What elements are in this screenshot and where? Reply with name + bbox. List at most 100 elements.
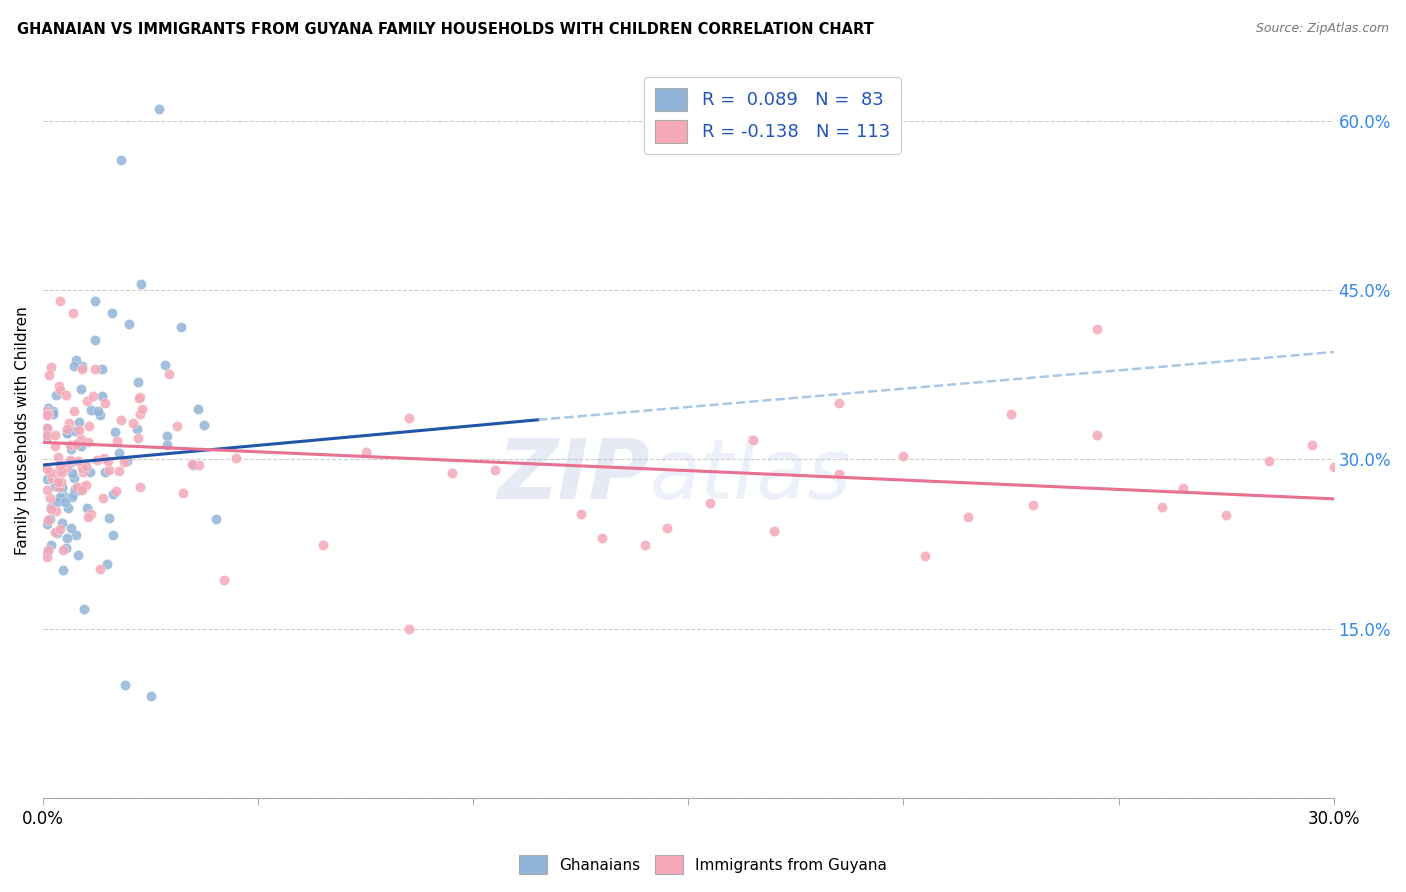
Point xyxy=(72,465,94,479)
Point xyxy=(41,471,63,485)
Point xyxy=(51,465,73,479)
Point xyxy=(39,465,62,479)
Point xyxy=(96,558,118,572)
Point xyxy=(127,431,149,445)
Point xyxy=(37,513,59,527)
Point xyxy=(91,389,114,403)
Point xyxy=(75,459,97,474)
Point xyxy=(699,495,721,509)
Point xyxy=(1085,428,1108,442)
Point xyxy=(39,538,62,552)
Point xyxy=(763,524,786,538)
Point xyxy=(129,390,152,404)
Point xyxy=(49,383,72,397)
Point xyxy=(105,434,128,449)
Point xyxy=(37,408,59,422)
Point xyxy=(44,428,66,442)
Point xyxy=(37,549,59,564)
Point xyxy=(45,525,67,540)
Point xyxy=(77,419,100,434)
Point xyxy=(55,425,77,440)
Point xyxy=(398,410,420,425)
Point xyxy=(181,458,204,472)
Point xyxy=(118,317,141,331)
Point xyxy=(46,450,69,465)
Point xyxy=(60,490,83,504)
Point xyxy=(1323,459,1346,474)
Point xyxy=(569,507,592,521)
Point xyxy=(39,359,62,374)
Point xyxy=(84,333,107,347)
Point xyxy=(44,439,66,453)
Point xyxy=(107,464,129,478)
Point xyxy=(39,491,62,505)
Point xyxy=(66,548,89,562)
Point xyxy=(70,460,93,475)
Y-axis label: Family Households with Children: Family Households with Children xyxy=(15,307,30,556)
Point xyxy=(49,490,72,504)
Point xyxy=(214,573,236,587)
Point xyxy=(114,678,136,692)
Point xyxy=(45,388,67,402)
Point xyxy=(94,396,117,410)
Point xyxy=(79,403,101,417)
Point xyxy=(75,477,97,491)
Point xyxy=(51,480,73,494)
Point xyxy=(37,421,59,435)
Point xyxy=(156,429,179,443)
Point xyxy=(44,479,66,493)
Point xyxy=(83,294,105,309)
Point xyxy=(1000,407,1022,421)
Point xyxy=(37,483,59,498)
Point xyxy=(58,438,80,452)
Point xyxy=(62,305,84,319)
Point xyxy=(127,422,149,436)
Point xyxy=(1215,508,1237,522)
Point xyxy=(37,404,59,418)
Point xyxy=(37,516,59,531)
Point xyxy=(1021,498,1043,512)
Point xyxy=(56,501,79,516)
Point xyxy=(180,457,202,471)
Point xyxy=(65,353,87,368)
Point xyxy=(77,434,100,449)
Point xyxy=(63,471,86,485)
Point xyxy=(37,544,59,558)
Point xyxy=(65,527,87,541)
Point xyxy=(44,524,66,539)
Point xyxy=(129,277,152,291)
Point xyxy=(39,500,62,514)
Point xyxy=(128,392,150,406)
Point xyxy=(139,690,162,704)
Point xyxy=(101,527,124,541)
Point xyxy=(86,453,108,467)
Point xyxy=(104,425,127,440)
Point xyxy=(69,432,91,446)
Point xyxy=(73,602,96,616)
Point xyxy=(914,549,936,563)
Point xyxy=(49,475,72,490)
Point xyxy=(59,452,82,467)
Point xyxy=(83,362,105,376)
Point xyxy=(70,480,93,494)
Point xyxy=(59,521,82,535)
Point xyxy=(37,428,59,442)
Point xyxy=(187,402,209,417)
Point xyxy=(90,361,112,376)
Point xyxy=(48,475,70,489)
Point xyxy=(76,509,98,524)
Point xyxy=(37,543,59,558)
Point xyxy=(117,454,139,468)
Point xyxy=(97,510,120,524)
Point xyxy=(312,538,335,552)
Point xyxy=(188,458,211,472)
Point xyxy=(398,622,420,636)
Point xyxy=(1085,322,1108,336)
Point xyxy=(112,455,135,469)
Point xyxy=(93,491,115,505)
Point xyxy=(225,450,247,465)
Point xyxy=(89,408,111,422)
Point xyxy=(58,416,80,430)
Point xyxy=(67,423,90,437)
Point xyxy=(63,486,86,500)
